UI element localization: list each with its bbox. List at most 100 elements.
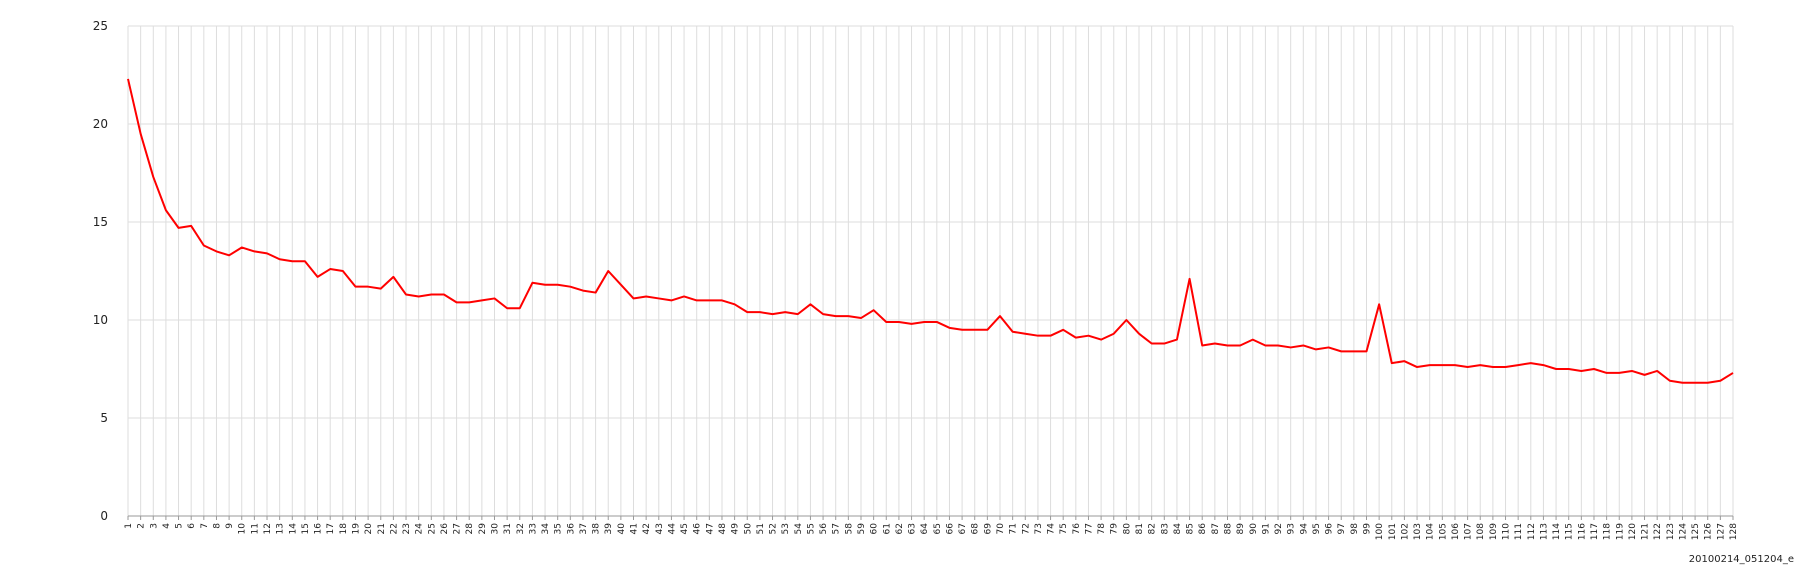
x-tick-label: 116 bbox=[1577, 523, 1587, 540]
data-line bbox=[127, 78, 1734, 384]
x-tick-label: 64 bbox=[920, 523, 930, 535]
x-tick-label: 85 bbox=[1186, 523, 1196, 534]
x-tick-label: 37 bbox=[579, 523, 589, 534]
x-tick-label: 52 bbox=[769, 523, 779, 534]
x-tick-label: 83 bbox=[1160, 523, 1170, 534]
x-tick-label: 41 bbox=[630, 523, 640, 534]
x-tick-label: 103 bbox=[1413, 523, 1423, 540]
x-tick-label: 2 bbox=[137, 523, 147, 529]
x-tick-label: 70 bbox=[996, 523, 1006, 535]
x-tick-label: 29 bbox=[478, 523, 488, 535]
x-tick-label: 123 bbox=[1666, 523, 1676, 540]
y-tick-label: 20 bbox=[93, 117, 108, 131]
x-tick-label: 101 bbox=[1388, 523, 1398, 540]
x-tick-label: 114 bbox=[1552, 523, 1562, 540]
x-tick-label: 11 bbox=[250, 523, 260, 534]
x-tick-label: 84 bbox=[1173, 523, 1183, 535]
x-tick-label: 91 bbox=[1261, 523, 1271, 534]
x-tick-label: 82 bbox=[1148, 523, 1158, 534]
x-tick-label: 51 bbox=[756, 523, 766, 534]
x-tick-label: 61 bbox=[882, 523, 892, 534]
x-tick-label: 76 bbox=[1072, 523, 1082, 535]
x-tick-label: 117 bbox=[1590, 523, 1600, 540]
x-tick-label: 63 bbox=[908, 523, 918, 534]
y-tick-label: 10 bbox=[93, 313, 108, 327]
x-tick-label: 53 bbox=[781, 523, 791, 534]
x-tick-label: 69 bbox=[983, 523, 993, 535]
x-tick-label: 71 bbox=[1009, 523, 1019, 534]
x-tick-label: 95 bbox=[1312, 523, 1322, 534]
x-tick-label: 58 bbox=[844, 523, 854, 535]
x-tick-label: 54 bbox=[794, 523, 804, 535]
x-tick-label: 10 bbox=[238, 523, 248, 535]
x-tick-label: 126 bbox=[1704, 523, 1714, 540]
x-tick-label: 40 bbox=[617, 523, 627, 535]
x-tick-label: 24 bbox=[415, 523, 425, 535]
x-tick-label: 86 bbox=[1198, 523, 1208, 535]
x-tick-label: 125 bbox=[1691, 523, 1701, 540]
x-tick-label: 12 bbox=[263, 523, 273, 534]
x-tick-label: 15 bbox=[301, 523, 311, 534]
x-tick-label: 66 bbox=[945, 523, 955, 535]
y-tick-label: 5 bbox=[100, 411, 108, 425]
x-tick-label: 28 bbox=[465, 523, 475, 535]
x-tick-label: 97 bbox=[1337, 523, 1347, 534]
x-tick-label: 124 bbox=[1678, 523, 1688, 540]
x-tick-label: 106 bbox=[1451, 523, 1461, 540]
footer: 20100214_051204_e bbox=[1689, 554, 1794, 565]
x-tick-label: 111 bbox=[1514, 523, 1524, 540]
x-tick-label: 73 bbox=[1034, 523, 1044, 534]
x-tick-label: 36 bbox=[566, 523, 576, 535]
x-tick-label: 43 bbox=[655, 523, 665, 534]
x-tick-label: 68 bbox=[971, 523, 981, 535]
x-tick-label: 39 bbox=[604, 523, 614, 535]
x-tick-label: 128 bbox=[1729, 523, 1739, 540]
x-tick-label: 113 bbox=[1539, 523, 1549, 540]
x-tick-label: 32 bbox=[516, 523, 526, 534]
x-tick-label: 108 bbox=[1476, 523, 1486, 540]
x-tick-label: 25 bbox=[427, 523, 437, 534]
x-tick-label: 46 bbox=[693, 523, 703, 535]
x-tick-label: 13 bbox=[276, 523, 286, 534]
x-tick-label: 26 bbox=[440, 523, 450, 535]
x-tick-label: 94 bbox=[1299, 523, 1309, 535]
x-tick-label: 57 bbox=[832, 523, 842, 534]
x-tick-label: 45 bbox=[680, 523, 690, 534]
x-tick-label: 44 bbox=[667, 523, 677, 535]
x-tick-label: 105 bbox=[1438, 523, 1448, 540]
x-tick-label: 30 bbox=[490, 523, 500, 535]
x-tick-label: 127 bbox=[1716, 523, 1726, 540]
x-tick-label: 33 bbox=[528, 523, 538, 534]
x-tick-label: 75 bbox=[1059, 523, 1069, 534]
x-tick-label: 18 bbox=[339, 523, 349, 535]
x-tick-label: 59 bbox=[857, 523, 867, 535]
x-tick-label: 20 bbox=[364, 523, 374, 535]
x-tick-label: 74 bbox=[1047, 523, 1057, 535]
x-tick-label: 8 bbox=[212, 523, 222, 529]
x-tick-label: 90 bbox=[1249, 523, 1259, 535]
x-tick-label: 77 bbox=[1084, 523, 1094, 534]
y-tick-label: 15 bbox=[93, 215, 108, 229]
x-tick-label: 14 bbox=[288, 523, 298, 535]
x-tick-label: 98 bbox=[1350, 523, 1360, 535]
x-tick-label: 42 bbox=[642, 523, 652, 534]
x-tick-label: 60 bbox=[870, 523, 880, 535]
x-tick-label: 79 bbox=[1110, 523, 1120, 535]
x-tick-label: 119 bbox=[1615, 523, 1625, 540]
x-tick-label: 47 bbox=[705, 523, 715, 534]
x-tick-label: 3 bbox=[149, 523, 159, 529]
x-tick-label: 31 bbox=[503, 523, 513, 534]
x-tick-label: 21 bbox=[377, 523, 387, 534]
x-tick-label: 65 bbox=[933, 523, 943, 534]
x-tick-label: 35 bbox=[554, 523, 564, 534]
x-tick-label: 104 bbox=[1426, 523, 1436, 540]
x-tick-label: 107 bbox=[1464, 523, 1474, 540]
x-tick-label: 112 bbox=[1527, 523, 1537, 540]
x-tick-label: 72 bbox=[1021, 523, 1031, 534]
x-tick-label: 19 bbox=[351, 523, 361, 535]
x-tick-label: 78 bbox=[1097, 523, 1107, 535]
y-tick-label: 0 bbox=[100, 509, 108, 523]
x-tick-label: 100 bbox=[1375, 523, 1385, 540]
